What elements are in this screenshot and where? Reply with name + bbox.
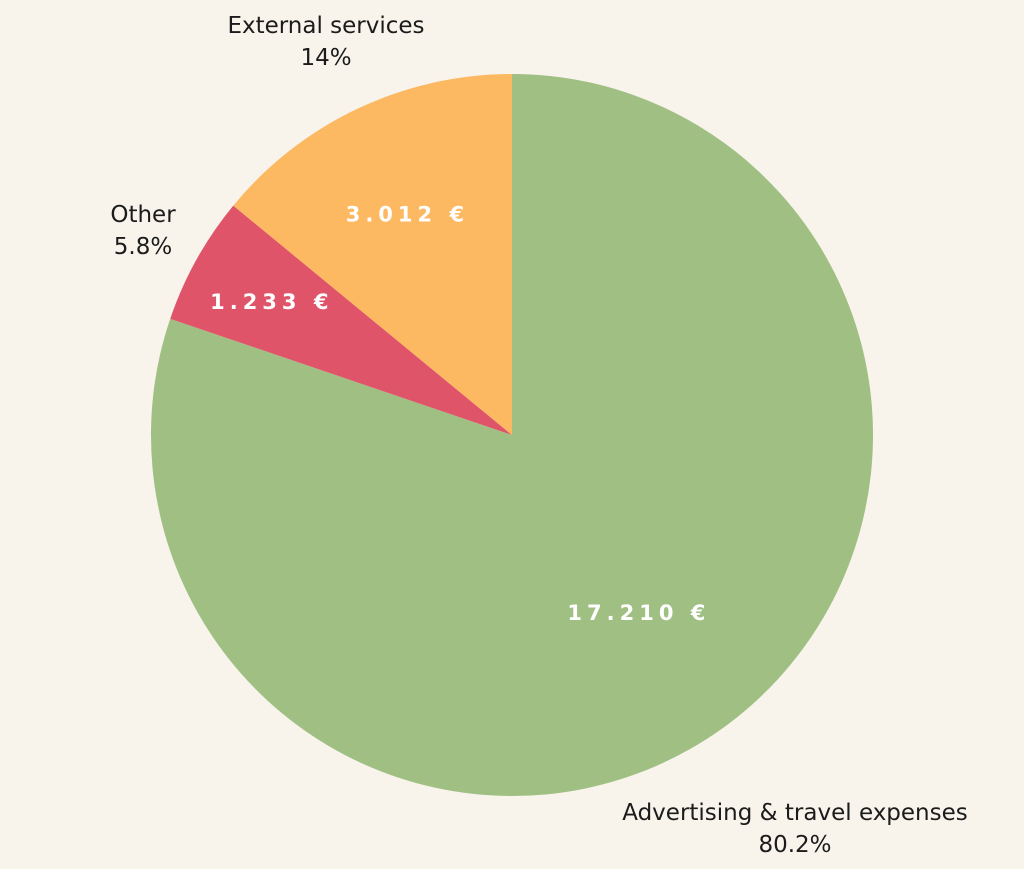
slice-value-label-0: 17.210 €: [567, 601, 710, 625]
slice-percent-label-1: 5.8%: [114, 234, 172, 260]
slice-percent-label-0: 80.2%: [758, 832, 831, 858]
pie-category-labels: Advertising & travel expenses 80.2% Other 5…: [110, 13, 967, 858]
slice-name-label-2: External services: [227, 13, 424, 39]
slice-value-label-2: 3.012 €: [346, 202, 469, 226]
pie-value-labels: 17.210 € 1.233 € 3.012 €: [210, 202, 710, 625]
slice-name-label-0: Advertising & travel expenses: [622, 800, 968, 826]
pie-slice-0: [150, 74, 873, 796]
slice-name-label-1: Other: [110, 202, 176, 228]
pie-slices: [150, 74, 873, 796]
slice-value-label-1: 1.233 €: [210, 290, 333, 314]
slice-percent-label-2: 14%: [300, 45, 351, 71]
pie-slice-1: [170, 205, 512, 435]
pie-slice-2: [233, 74, 513, 435]
